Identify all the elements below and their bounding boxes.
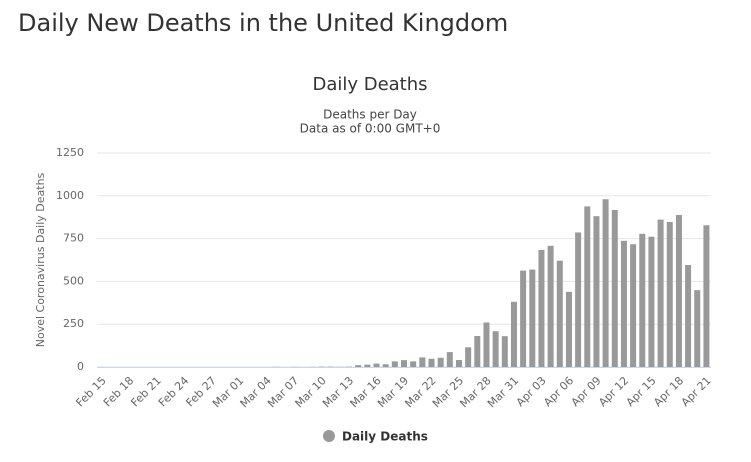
bar — [483, 322, 490, 367]
bar — [492, 331, 499, 367]
bar — [666, 221, 673, 367]
bar — [391, 361, 398, 367]
bar — [355, 365, 362, 367]
bar — [382, 364, 389, 367]
legend-marker[interactable] — [323, 430, 335, 442]
y-tick-label: 0 — [77, 360, 84, 373]
bar — [685, 264, 692, 367]
bar — [419, 357, 426, 367]
bar — [410, 361, 417, 367]
bar — [364, 364, 371, 367]
chart-title: Daily Deaths — [312, 74, 427, 95]
bar — [501, 336, 508, 367]
bar — [455, 359, 462, 367]
bar — [593, 216, 600, 367]
bar — [611, 210, 618, 367]
x-tick-label: Apr 15 — [624, 374, 659, 409]
x-tick-label: Apr 18 — [651, 374, 686, 409]
y-tick-label: 500 — [63, 274, 84, 287]
bar — [675, 214, 682, 367]
bar — [446, 352, 453, 367]
y-tick-label: 1250 — [56, 146, 84, 159]
bar — [620, 240, 627, 367]
bar — [565, 291, 572, 367]
x-tick-label: Apr 12 — [596, 374, 631, 409]
bar — [584, 206, 591, 367]
bar — [474, 336, 481, 367]
bar — [520, 270, 527, 367]
page-heading: Daily New Deaths in the United Kingdom — [18, 9, 508, 37]
bar — [538, 249, 545, 367]
bar — [657, 219, 664, 367]
y-tick-label: 250 — [63, 317, 84, 330]
chart-subtitle: Data as of 0:00 GMT+0 — [300, 122, 441, 136]
bar — [373, 363, 380, 367]
x-tick-label: Apr 21 — [679, 374, 714, 409]
bar — [465, 347, 472, 367]
x-tick-label: Mar 31 — [485, 374, 521, 410]
bar — [547, 245, 554, 367]
bar — [639, 233, 646, 367]
y-axis-label: Novel Coronavirus Daily Deaths — [34, 172, 47, 347]
bar — [703, 225, 710, 367]
bar — [401, 360, 407, 367]
bar — [556, 260, 563, 367]
bar — [529, 269, 536, 367]
x-tick-label: Apr 09 — [569, 374, 604, 409]
y-tick-label: 750 — [63, 232, 84, 245]
x-tick-label: Apr 06 — [541, 374, 576, 409]
x-tick-label: Apr 03 — [514, 374, 549, 409]
bar — [437, 357, 444, 367]
y-tick-label: 1000 — [56, 189, 84, 202]
chart-subtitle: Deaths per Day — [323, 108, 417, 122]
bar — [510, 301, 517, 367]
legend-label[interactable]: Daily Deaths — [342, 430, 428, 444]
bar — [694, 290, 701, 367]
bar — [648, 236, 655, 367]
bar — [575, 232, 582, 367]
bar — [602, 199, 609, 367]
bar — [428, 358, 435, 367]
bar — [630, 244, 637, 367]
